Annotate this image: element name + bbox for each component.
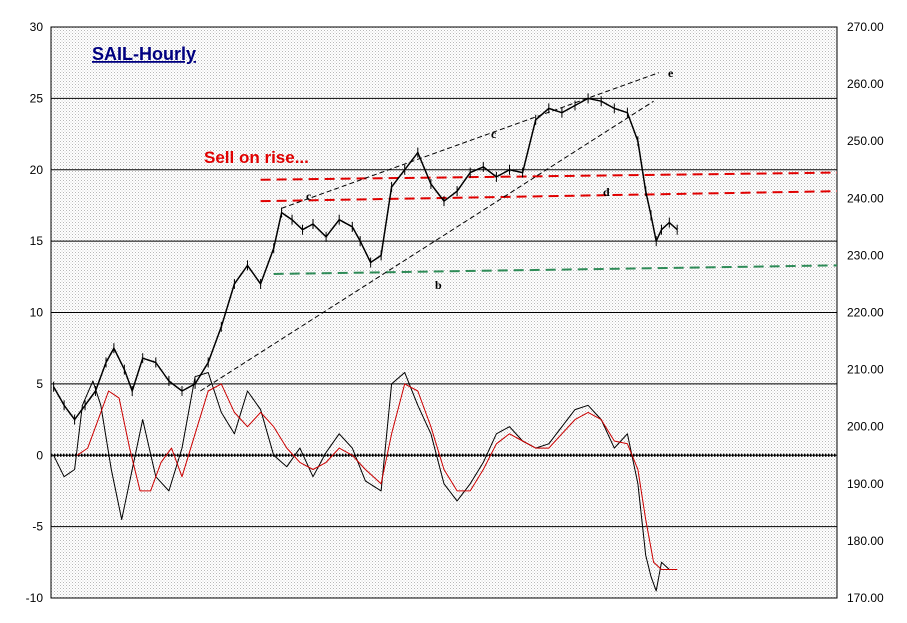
left-tick-label: 15 [30,234,44,248]
wave-label-c1: c [306,189,312,203]
series-group [52,93,678,592]
right-tick-label: 240.00 [847,191,884,205]
right-tick-label: 190.00 [847,477,884,491]
wave-label-e: e [668,66,674,80]
right-tick-label: 260.00 [847,77,884,91]
black-dashed-channel-lower [200,100,654,392]
left-tick-label: 30 [30,20,44,34]
right-tick-label: 210.00 [847,363,884,377]
right-tick-label: 230.00 [847,248,884,262]
right-tick-label: 170.00 [847,591,884,605]
right-tick-label: 270.00 [847,20,884,34]
red-dashed-upper [260,171,838,181]
right-tick-label: 250.00 [847,134,884,148]
left-tick-label: -5 [32,520,43,534]
left-tick-label: 20 [30,163,44,177]
left-tick-label: 25 [30,91,44,105]
left-tick-label: 10 [30,306,44,320]
green-dashed-support [273,264,838,275]
right-axis: 270.00 260.00 250.00 240.00 230.00 220.00 210.… [847,20,884,605]
signal-line [76,383,678,570]
chart-title: SAIL-Hourly [92,44,196,64]
black-dashed-channel-upper [281,72,660,209]
wave-label-b: b [435,278,442,292]
right-tick-label: 220.00 [847,306,884,320]
left-tick-label: 5 [36,377,43,391]
wave-label-c2: c [491,127,497,141]
gridlines [51,97,837,528]
price-line [52,97,678,421]
wave-label-d: d [603,185,610,199]
reference-lines [200,72,838,392]
right-tick-label: 180.00 [847,534,884,548]
sell-annotation: Sell on rise... [204,148,309,167]
red-dashed-lower [260,190,838,203]
right-tick-label: 200.00 [847,420,884,434]
oscillator-line [53,372,678,592]
left-tick-label: -10 [26,591,44,605]
left-axis: 30 25 20 15 10 5 0 -5 -10 [26,20,44,605]
left-tick-label: 0 [36,448,43,462]
